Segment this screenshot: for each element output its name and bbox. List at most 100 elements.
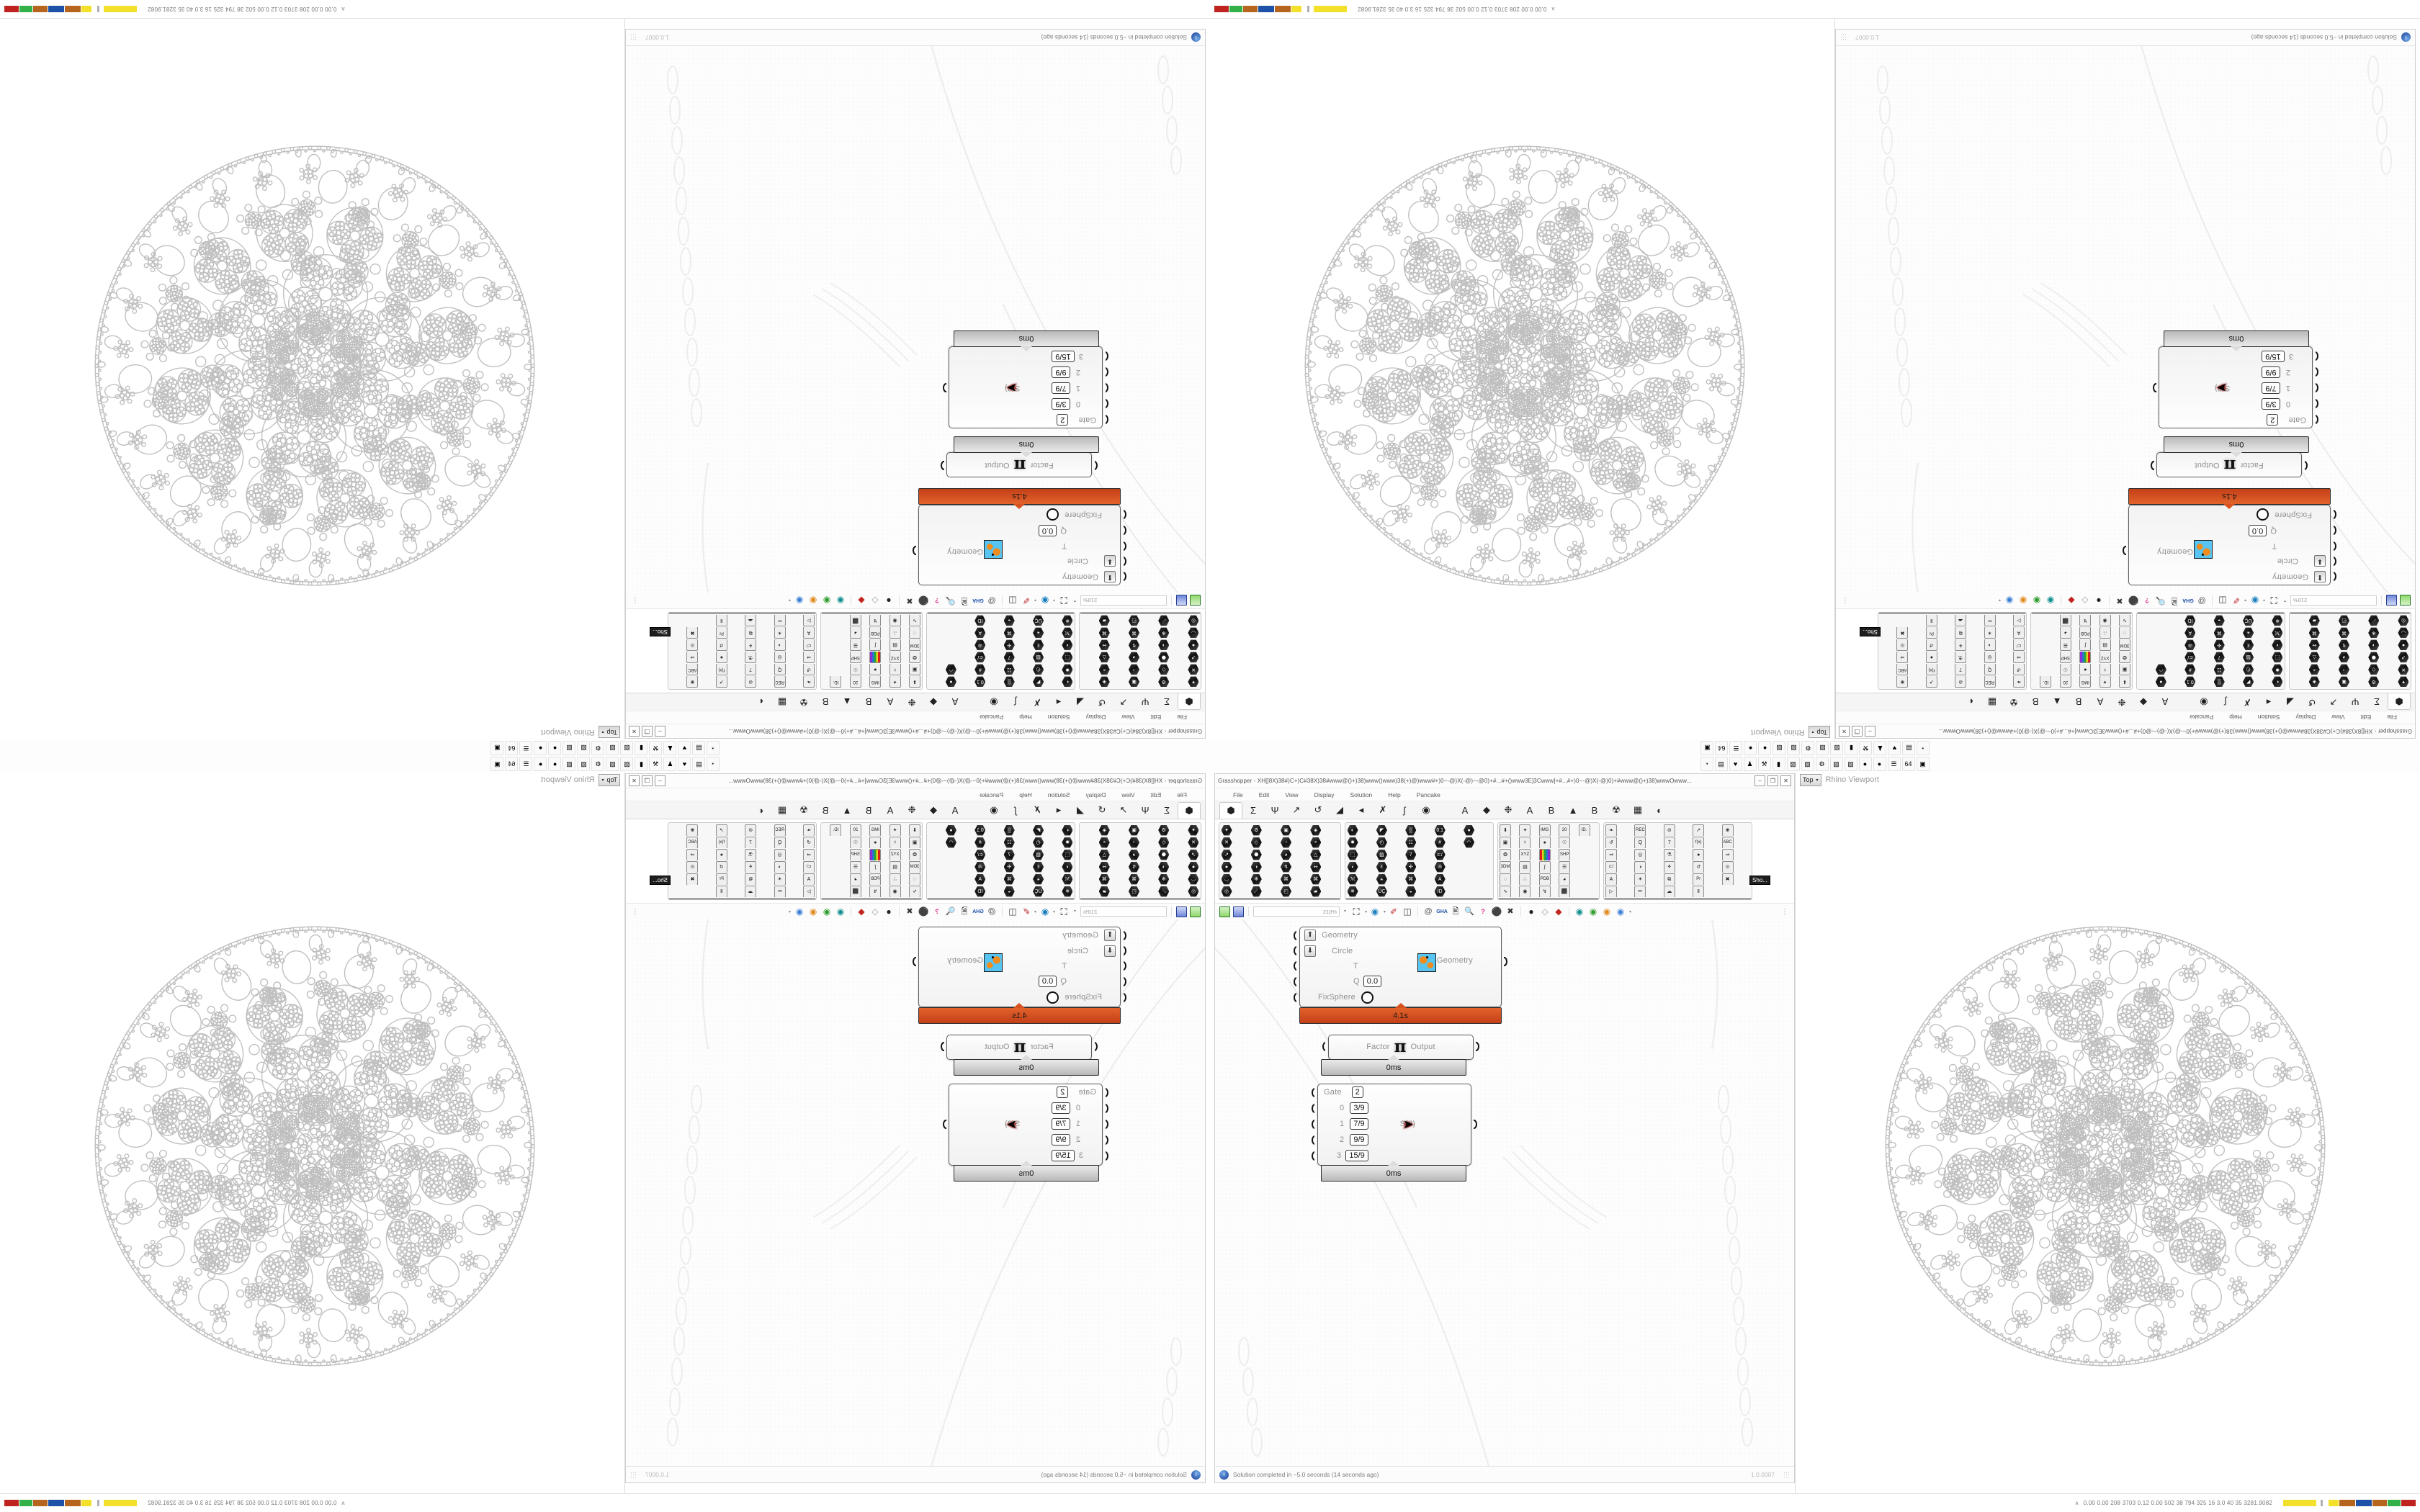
- component-icon-input-7[interactable]: ⑂: [2099, 664, 2111, 675]
- series-row-1[interactable]: 1 7/9 ➤ S(2): [2159, 380, 2312, 396]
- taskbar-app-0[interactable]: ◔: [707, 741, 720, 755]
- palette-icon-grid[interactable]: ✦ ✕ ↗ ● ◡ ◎ ⚙ ◇ ⬣ ◑ ❄ ☄ ▣ ◔ ◕ ↯ ⌘ ◰ ◈ ◓ △ ↭ ⌘ ▰: [1219, 823, 1340, 899]
- pi-row[interactable]: Factor π Output: [947, 1035, 1091, 1058]
- component-icon-input-3[interactable]: 3DM: [1500, 861, 1511, 873]
- up-arrow-icon[interactable]: ⬆: [1304, 930, 1316, 941]
- component-icon-util-12[interactable]: ⊘: [745, 676, 757, 688]
- component-icon-util-22[interactable]: Pr: [1925, 627, 1937, 639]
- ribbon-tab-14[interactable]: B: [2075, 696, 2082, 708]
- menu-bar[interactable]: File Edit View Display Solution Help Pancake: [1215, 788, 1794, 801]
- component-icon-util-7[interactable]: Q: [1634, 837, 1646, 848]
- input-port-nub[interactable]: [1294, 961, 1300, 971]
- chevron-down-icon[interactable]: ▼: [824, 612, 829, 613]
- ribbon-tab-15[interactable]: ▲: [842, 696, 852, 708]
- ribbon-tab-14[interactable]: B: [865, 696, 872, 708]
- save-file-icon[interactable]: [2386, 595, 2398, 606]
- component-icon-geometry-21[interactable]: ↭: [2308, 639, 2320, 651]
- input-port-nub[interactable]: [1120, 557, 1126, 566]
- component-icon-util-14[interactable]: ⚗: [745, 849, 757, 860]
- widget-blue-icon[interactable]: ◉: [795, 595, 804, 606]
- ribbon-tab-2[interactable]: Ψ: [1141, 696, 1150, 708]
- component-icon-util-16[interactable]: ⧉: [1663, 873, 1675, 885]
- help-icon[interactable]: ?: [935, 597, 939, 605]
- pi-row[interactable]: Factor π Output: [2157, 454, 2301, 477]
- document-icon[interactable]: 🖹: [961, 906, 968, 916]
- component-icon-geometry-11[interactable]: ☄: [1250, 886, 1262, 897]
- component-icon-geometry-4[interactable]: ◡: [1188, 627, 1199, 639]
- grasshopper-canvas[interactable]: ⬆ Geometry ⬇ Circle T: [1836, 45, 2415, 593]
- ribbon-palettes[interactable]: ✦✕↗●◡◎⚙◇⬣◑❄☄▣◔◕↯⌘◰◈◓△↭⌘▰Geometry▼◐✹⬚◗ℳ✵◤…: [1836, 609, 2415, 693]
- component-icon-util-10[interactable]: ✶: [774, 627, 786, 639]
- palette-label-util[interactable]: Util▼: [1878, 612, 2026, 613]
- component-icon-primitive-16[interactable]: ⌘: [1003, 627, 1015, 639]
- input-port-nub[interactable]: [2312, 367, 2318, 377]
- series-value-1[interactable]: 7/9: [1052, 1118, 1070, 1130]
- ribbon-tab-18[interactable]: ▦: [1987, 697, 1997, 708]
- component-icon-input-18[interactable]: 20: [2059, 676, 2071, 688]
- component-icon-primitive-6[interactable]: ◤: [1376, 824, 1387, 836]
- component-icon-input-4[interactable]: ◌: [909, 627, 920, 639]
- taskbar-app-12[interactable]: ●: [1873, 757, 1886, 771]
- viewport-header[interactable]: Top ▾ Rhino Viewport: [1796, 772, 1879, 788]
- fixsphere-q-value[interactable]: 0.0: [1363, 976, 1382, 987]
- palette-label-geometry[interactable]: Geometry▼: [2290, 612, 2411, 613]
- viewport-mode-dropdown[interactable]: Top ▾: [599, 773, 620, 786]
- component-icon-util-20[interactable]: ●: [715, 652, 727, 663]
- component-icon-input-15[interactable]: ∫: [869, 861, 882, 873]
- taskbar-app-6[interactable]: ▧: [1786, 757, 1800, 771]
- output-port-nub[interactable]: [943, 383, 949, 392]
- input-port-nub[interactable]: [1102, 1088, 1108, 1097]
- maximize-icon[interactable]: ❐: [1767, 775, 1778, 786]
- help-icon[interactable]: ?: [935, 907, 939, 915]
- component-icon-util-11[interactable]: ✏: [1634, 886, 1646, 897]
- component-icon-util-14[interactable]: ⚗: [1663, 849, 1675, 860]
- component-icon-geometry-21[interactable]: ↭: [1310, 861, 1322, 873]
- ribbon-tab-17[interactable]: ☢: [799, 804, 808, 815]
- grasshopper-canvas[interactable]: ⬆ Geometry ⬇ Circle T: [1215, 919, 1794, 1467]
- component-icon-primitive-22[interactable]: A: [2184, 627, 2196, 639]
- component-icon-util-12[interactable]: ⊘: [1663, 824, 1675, 836]
- component-icon-util-13[interactable]: 7: [745, 664, 757, 675]
- component-icon-input-12[interactable]: IMG: [869, 676, 882, 688]
- component-icon-input-4[interactable]: ◌: [909, 873, 920, 885]
- document-icon[interactable]: 🖹: [961, 596, 968, 606]
- ribbon-tab-4[interactable]: ↺: [2308, 697, 2316, 708]
- menu-item-solution[interactable]: Solution: [1350, 791, 1373, 798]
- viewport-mode-dropdown[interactable]: Top ▾: [599, 726, 620, 739]
- pi-row[interactable]: Factor π Output: [947, 454, 1091, 477]
- component-icon-geometry-13[interactable]: ◔: [1129, 837, 1140, 848]
- component-icon-util-0[interactable]: ❧: [1605, 824, 1617, 836]
- component-icon-input-21[interactable]: ☰: [849, 639, 861, 651]
- ribbon-tab-18[interactable]: ▦: [777, 804, 787, 815]
- taskbar-app-2[interactable]: ♥: [1888, 741, 1901, 755]
- grasshopper-titlebar[interactable]: Grasshopper - XH[]8X)38#)C+)C#38X)38#www…: [626, 724, 1205, 738]
- input-port-nub[interactable]: [2330, 526, 2336, 535]
- component-icon-util-9[interactable]: ◑: [1984, 639, 1996, 651]
- palette-label-input[interactable]: Input▼: [821, 899, 922, 900]
- series-value-2[interactable]: 9/9: [1350, 1134, 1368, 1146]
- ribbon-tab-14[interactable]: B: [865, 804, 872, 816]
- fixsphere-row-4[interactable]: FixSphere: [2129, 507, 2330, 523]
- preview-shaded-icon[interactable]: ●: [886, 595, 892, 606]
- taskbar-app-4[interactable]: ⚒: [1757, 757, 1771, 771]
- component-icon-util-9[interactable]: ◑: [774, 639, 786, 651]
- component-icon-primitive-6[interactable]: ◤: [1033, 824, 1044, 836]
- menu-item-view[interactable]: View: [1285, 791, 1299, 798]
- series-value-0[interactable]: 3/9: [2262, 398, 2280, 410]
- component-icon-primitive-11[interactable]: ÜÇ: [1033, 615, 1044, 626]
- taskbar-app-4[interactable]: ⚒: [649, 757, 663, 771]
- component-icon-util-24[interactable]: ❀: [686, 824, 699, 836]
- taskbar-app-5[interactable]: ▮: [1772, 757, 1785, 771]
- component-icon-geometry-18[interactable]: ◈: [1310, 824, 1322, 836]
- component-icon-geometry-6[interactable]: ⚙: [2368, 676, 2380, 688]
- component-icon-primitive-24[interactable]: ●: [2155, 676, 2166, 688]
- component-icon-geometry-23[interactable]: ▰: [1098, 615, 1110, 626]
- ribbon-tab-16[interactable]: B: [1591, 804, 1598, 816]
- taskbar-app-11[interactable]: ●: [548, 741, 562, 755]
- component-icon-geometry-5[interactable]: ◎: [2398, 615, 2409, 626]
- component-icon-primitive-9[interactable]: ℇ: [1033, 861, 1044, 873]
- chevron-down-icon[interactable]: ▼: [1485, 899, 1490, 900]
- taskbar-app-1[interactable]: ▤: [692, 757, 706, 771]
- ribbon-tab-8[interactable]: ʃ: [1014, 804, 1017, 816]
- profiler-icon[interactable]: ◫: [1008, 595, 1017, 606]
